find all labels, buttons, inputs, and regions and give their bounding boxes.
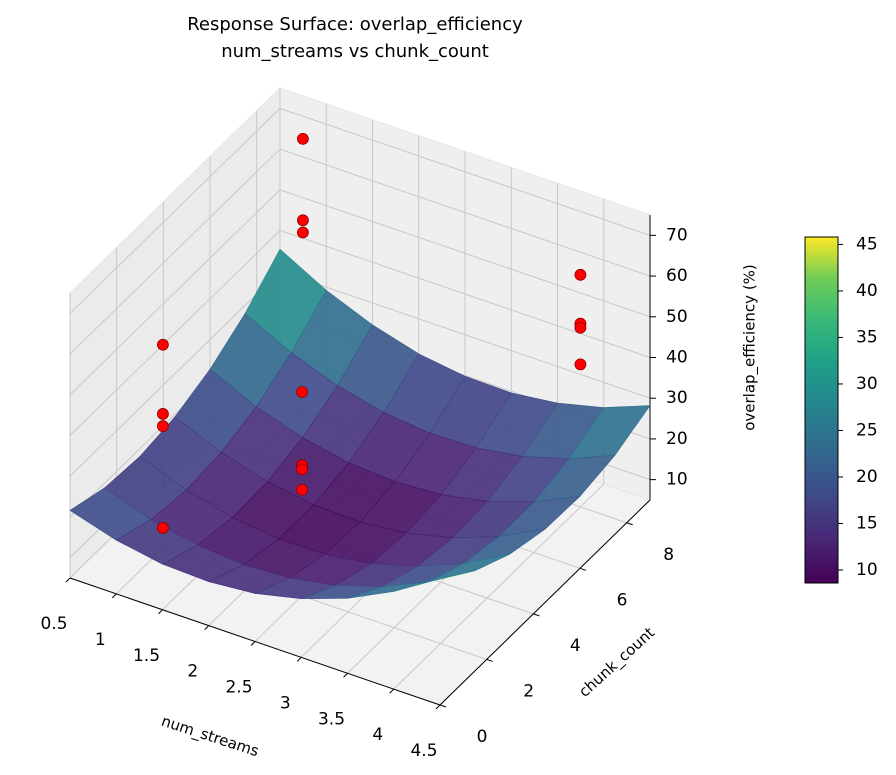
grid-line <box>69 107 281 314</box>
y-tick-label: 6 <box>617 590 628 610</box>
axis-line <box>69 577 441 706</box>
grid-line <box>69 230 281 436</box>
z-tick-label: 70 <box>666 225 688 245</box>
x-tick <box>343 672 348 678</box>
data-point <box>157 522 169 534</box>
data-point <box>157 338 169 351</box>
colorbar-tick-label: 45 <box>856 234 878 254</box>
x-tick <box>435 704 441 710</box>
data-point <box>574 321 587 334</box>
x-tick-label: 1 <box>95 630 106 650</box>
data-point <box>296 386 308 398</box>
surface <box>69 248 651 600</box>
z-tick-label: 50 <box>666 307 688 327</box>
grid-line <box>393 483 605 690</box>
grid-line <box>279 230 651 358</box>
z-axis-label: overlap_efficiency (%) <box>741 264 760 431</box>
x-tick <box>65 577 71 583</box>
y-axis-label: chunk_count <box>575 623 659 701</box>
x-tick-label: 0.5 <box>40 614 67 634</box>
grid-line <box>279 148 651 277</box>
grid-line <box>279 189 651 318</box>
z-tick-label: 60 <box>666 266 688 286</box>
data-point <box>297 132 309 145</box>
z-tick-label: 10 <box>666 470 688 490</box>
colorbar-tick-label: 25 <box>856 420 878 440</box>
data-point <box>157 408 169 420</box>
z-tick-label: 20 <box>666 429 688 449</box>
grid-line <box>69 270 281 477</box>
grid-line <box>279 270 651 399</box>
colorbar-tick-label: 30 <box>856 374 878 394</box>
y-tick <box>626 522 633 526</box>
x-tick-label: 2.5 <box>225 678 252 698</box>
colorbar-tick-label: 15 <box>856 513 878 533</box>
z-tick-label: 30 <box>666 388 688 408</box>
grid-line <box>69 148 281 355</box>
y-tick <box>579 567 587 571</box>
colorbar-tick-label: 40 <box>856 281 878 301</box>
y-tick <box>486 658 493 662</box>
x-tick <box>111 593 117 599</box>
chart-title: Response Surface: overlap_efficiency <box>187 14 523 35</box>
x-tick <box>389 688 395 694</box>
data-point <box>296 483 308 496</box>
y-tick-label: 4 <box>570 636 581 656</box>
x-tick-label: 4.5 <box>410 741 437 761</box>
x-tick-label: 2 <box>187 662 198 682</box>
x-axis-label: num_streams <box>159 712 262 761</box>
data-point <box>157 420 169 433</box>
colorbar-tick-label: 35 <box>856 327 878 347</box>
data-point <box>297 226 309 239</box>
x-tick-label: 1.5 <box>133 646 160 666</box>
x-tick <box>250 641 256 646</box>
chart-subtitle: num_streams vs chunk_count <box>221 41 489 62</box>
x-tick <box>204 625 210 630</box>
y-tick-label: 2 <box>523 681 534 701</box>
y-tick <box>533 613 540 617</box>
data-point <box>574 268 587 281</box>
colorbar-tick-label: 10 <box>856 560 878 580</box>
data-point <box>296 463 308 476</box>
axis-line <box>439 499 651 706</box>
data-point <box>574 358 587 371</box>
colorbar <box>804 236 839 584</box>
surface-patch <box>393 570 476 592</box>
y-tick <box>439 704 447 708</box>
y-tick-label: 8 <box>663 545 674 565</box>
x-tick <box>296 657 302 662</box>
z-tick-label: 40 <box>666 348 688 368</box>
colorbar-tick-label: 20 <box>856 467 878 487</box>
x-tick-label: 3 <box>280 693 291 713</box>
grid-line <box>69 189 281 396</box>
y-tick-label: 0 <box>477 727 488 747</box>
x-tick-label: 4 <box>372 725 383 745</box>
data-point <box>297 214 309 227</box>
x-tick <box>158 609 163 615</box>
grid-line <box>279 107 651 236</box>
x-tick-label: 3.5 <box>318 709 345 729</box>
